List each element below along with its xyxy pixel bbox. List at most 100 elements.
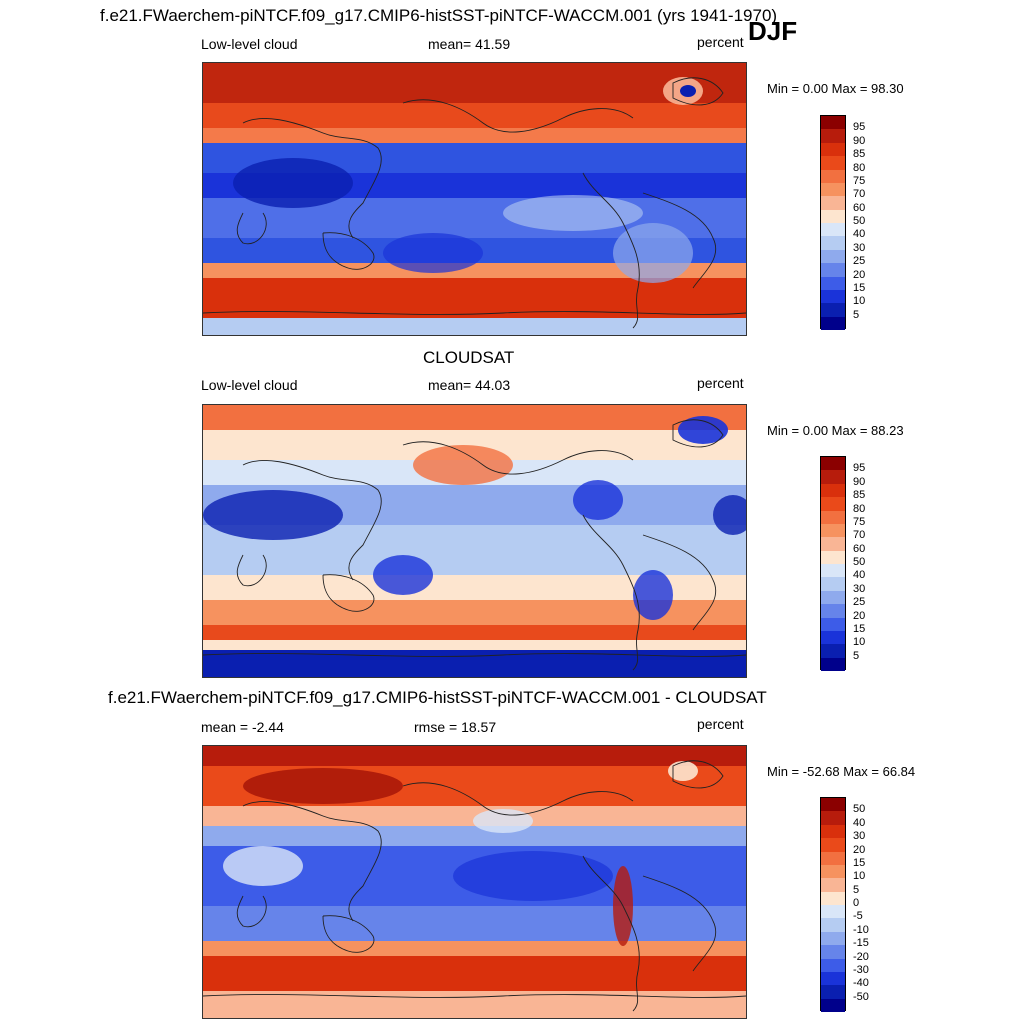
colorbar-swatch bbox=[821, 169, 845, 183]
colorbar-tick-label: 20 bbox=[853, 843, 866, 856]
colorbar-tick-label: 75 bbox=[853, 174, 866, 187]
colorbar-tick-label: 95 bbox=[853, 121, 866, 134]
colorbar-tick-label: 5 bbox=[853, 649, 860, 662]
panel3-map bbox=[202, 745, 747, 1019]
colorbar-swatch bbox=[821, 263, 845, 277]
colorbar-swatch bbox=[821, 223, 845, 237]
colorbar-tick-label: -30 bbox=[853, 963, 869, 976]
colorbar-swatch bbox=[821, 249, 845, 264]
colorbar-tick-label: 80 bbox=[853, 502, 866, 515]
colorbar-swatch bbox=[821, 303, 845, 317]
panel2-mean-label: mean= 44.03 bbox=[428, 377, 511, 393]
colorbar-swatch bbox=[821, 798, 845, 812]
colorbar-tick-label: 75 bbox=[853, 515, 866, 528]
colorbar-swatch bbox=[821, 537, 845, 551]
colorbar-tick-label: 90 bbox=[853, 134, 866, 147]
colorbar-tick-label: -20 bbox=[853, 950, 869, 963]
panel3-rmse-label: rmse = 18.57 bbox=[414, 719, 497, 735]
panel3-units-label: percent bbox=[697, 716, 744, 732]
panel2-title: CLOUDSAT bbox=[423, 348, 515, 367]
colorbar-tick-label: 30 bbox=[853, 241, 866, 254]
colorbar-swatch bbox=[821, 918, 845, 932]
colorbar-tick-label: 30 bbox=[853, 582, 866, 595]
panel1-units-label: percent bbox=[697, 34, 744, 50]
colorbar-swatch bbox=[821, 905, 845, 919]
panel3-title: f.e21.FWaerchem-piNTCF.f09_g17.CMIP6-his… bbox=[108, 688, 767, 707]
colorbar-swatch bbox=[821, 998, 845, 1012]
colorbar-swatch bbox=[821, 156, 845, 170]
panel2-left-label: Low-level cloud bbox=[201, 377, 298, 393]
colorbar-tick-label: 30 bbox=[853, 830, 866, 843]
colorbar-tick-label: 50 bbox=[853, 556, 866, 568]
colorbar-swatch bbox=[821, 838, 845, 852]
colorbar-tick-label: 15 bbox=[853, 281, 866, 294]
colorbar-swatch bbox=[821, 550, 845, 564]
colorbar-tick-label: 15 bbox=[853, 622, 866, 635]
colorbar-tick-label: 85 bbox=[853, 489, 866, 502]
colorbar-swatch bbox=[821, 864, 845, 879]
panel3-minmax: Min = -52.68 Max = 66.84 bbox=[767, 764, 916, 779]
panel2-map bbox=[202, 404, 747, 678]
colorbar-swatch bbox=[821, 523, 845, 538]
colorbar-tick-label: 15 bbox=[853, 856, 866, 869]
colorbar-tick-label: 20 bbox=[853, 609, 866, 622]
panel1-map-canvas bbox=[203, 63, 746, 335]
colorbar-tick-label: 25 bbox=[853, 596, 866, 609]
colorbar-tick-label: 5 bbox=[853, 308, 860, 321]
colorbar-swatch bbox=[821, 182, 845, 197]
colorbar-tick-label: -40 bbox=[853, 977, 869, 990]
colorbar-swatch bbox=[821, 945, 845, 959]
colorbar-swatch bbox=[821, 483, 845, 498]
colorbar-swatch bbox=[821, 564, 845, 578]
colorbar-tick-label: -50 bbox=[853, 990, 869, 1003]
colorbar-tick-label: -5 bbox=[853, 910, 863, 923]
colorbar-tick-label: 40 bbox=[853, 816, 866, 829]
colorbar-swatch bbox=[821, 510, 845, 524]
colorbar-tick-label: 95 bbox=[853, 462, 866, 475]
panel2-colorbar bbox=[820, 456, 846, 671]
panel2-units-label: percent bbox=[697, 375, 744, 391]
colorbar-swatch bbox=[821, 457, 845, 471]
colorbar-tick-label: 0 bbox=[853, 897, 860, 909]
panel1-title: f.e21.FWaerchem-piNTCF.f09_g17.CMIP6-his… bbox=[100, 6, 778, 25]
panel3-map-canvas bbox=[203, 746, 746, 1018]
colorbar-tick-label: 40 bbox=[853, 228, 866, 241]
colorbar-tick-label: 85 bbox=[853, 148, 866, 161]
panel3-colorbar bbox=[820, 797, 846, 1012]
colorbar-swatch bbox=[821, 196, 845, 210]
colorbar-tick-label: 10 bbox=[853, 636, 866, 649]
colorbar-swatch bbox=[821, 824, 845, 839]
panel1-map bbox=[202, 62, 747, 336]
colorbar-tick-label: 10 bbox=[853, 295, 866, 308]
colorbar-swatch bbox=[821, 497, 845, 511]
colorbar-swatch bbox=[821, 811, 845, 825]
colorbar-tick-label: 90 bbox=[853, 475, 866, 488]
colorbar-tick-label: 25 bbox=[853, 255, 866, 268]
panel3-mean-label: mean = -2.44 bbox=[201, 719, 284, 735]
panel1-mean-label: mean= 41.59 bbox=[428, 36, 511, 52]
colorbar-swatch bbox=[821, 891, 845, 905]
colorbar-tick-label: 60 bbox=[853, 542, 866, 555]
colorbar-swatch bbox=[821, 590, 845, 605]
colorbar-tick-label: 70 bbox=[853, 529, 866, 542]
colorbar-swatch bbox=[821, 971, 845, 986]
colorbar-tick-label: 70 bbox=[853, 188, 866, 201]
colorbar-swatch bbox=[821, 577, 845, 591]
colorbar-swatch bbox=[821, 617, 845, 631]
colorbar-tick-label: 40 bbox=[853, 569, 866, 582]
colorbar-swatch bbox=[821, 657, 845, 671]
colorbar-swatch bbox=[821, 644, 845, 658]
colorbar-swatch bbox=[821, 985, 845, 999]
colorbar-swatch bbox=[821, 470, 845, 484]
colorbar-swatch bbox=[821, 276, 845, 290]
colorbar-swatch bbox=[821, 851, 845, 865]
colorbar-tick-label: 50 bbox=[853, 215, 866, 227]
colorbar-swatch bbox=[821, 142, 845, 157]
colorbar-tick-label: 80 bbox=[853, 161, 866, 174]
colorbar-swatch bbox=[821, 209, 845, 223]
colorbar-swatch bbox=[821, 878, 845, 892]
panel1-colorbar bbox=[820, 115, 846, 330]
colorbar-tick-label: 5 bbox=[853, 883, 860, 896]
colorbar-swatch bbox=[821, 604, 845, 618]
colorbar-tick-label: -10 bbox=[853, 923, 869, 936]
